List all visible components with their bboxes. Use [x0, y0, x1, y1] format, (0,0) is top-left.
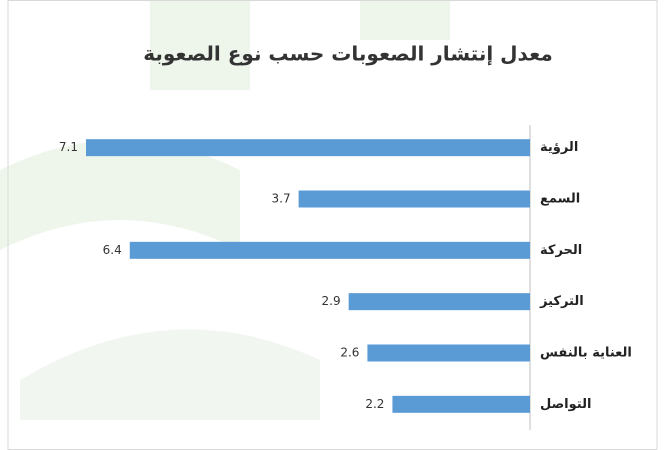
category-label: العناية بالنفس — [540, 346, 632, 361]
category-label: السمع — [540, 192, 580, 207]
category-label: الحركة — [540, 243, 582, 258]
data-label: 2.2 — [365, 397, 384, 411]
watermark — [20, 329, 320, 420]
bar — [298, 190, 530, 208]
bar — [129, 241, 530, 259]
bar — [367, 344, 530, 362]
bar — [348, 293, 530, 311]
bar — [392, 395, 530, 413]
data-label: 2.6 — [340, 346, 359, 360]
data-label: 2.9 — [322, 294, 341, 308]
data-label: 7.1 — [59, 140, 78, 154]
category-label: التركيز — [539, 294, 584, 309]
category-label: التواصل — [540, 397, 591, 412]
category-label: الرؤية — [540, 140, 578, 155]
data-label: 6.4 — [103, 243, 122, 257]
chart-title: معدل إنتشار الصعوبات حسب نوع الصعوبة — [143, 42, 553, 66]
watermark — [150, 0, 450, 90]
data-label: 3.7 — [272, 192, 291, 206]
bar — [86, 139, 530, 157]
watermark — [0, 140, 240, 250]
